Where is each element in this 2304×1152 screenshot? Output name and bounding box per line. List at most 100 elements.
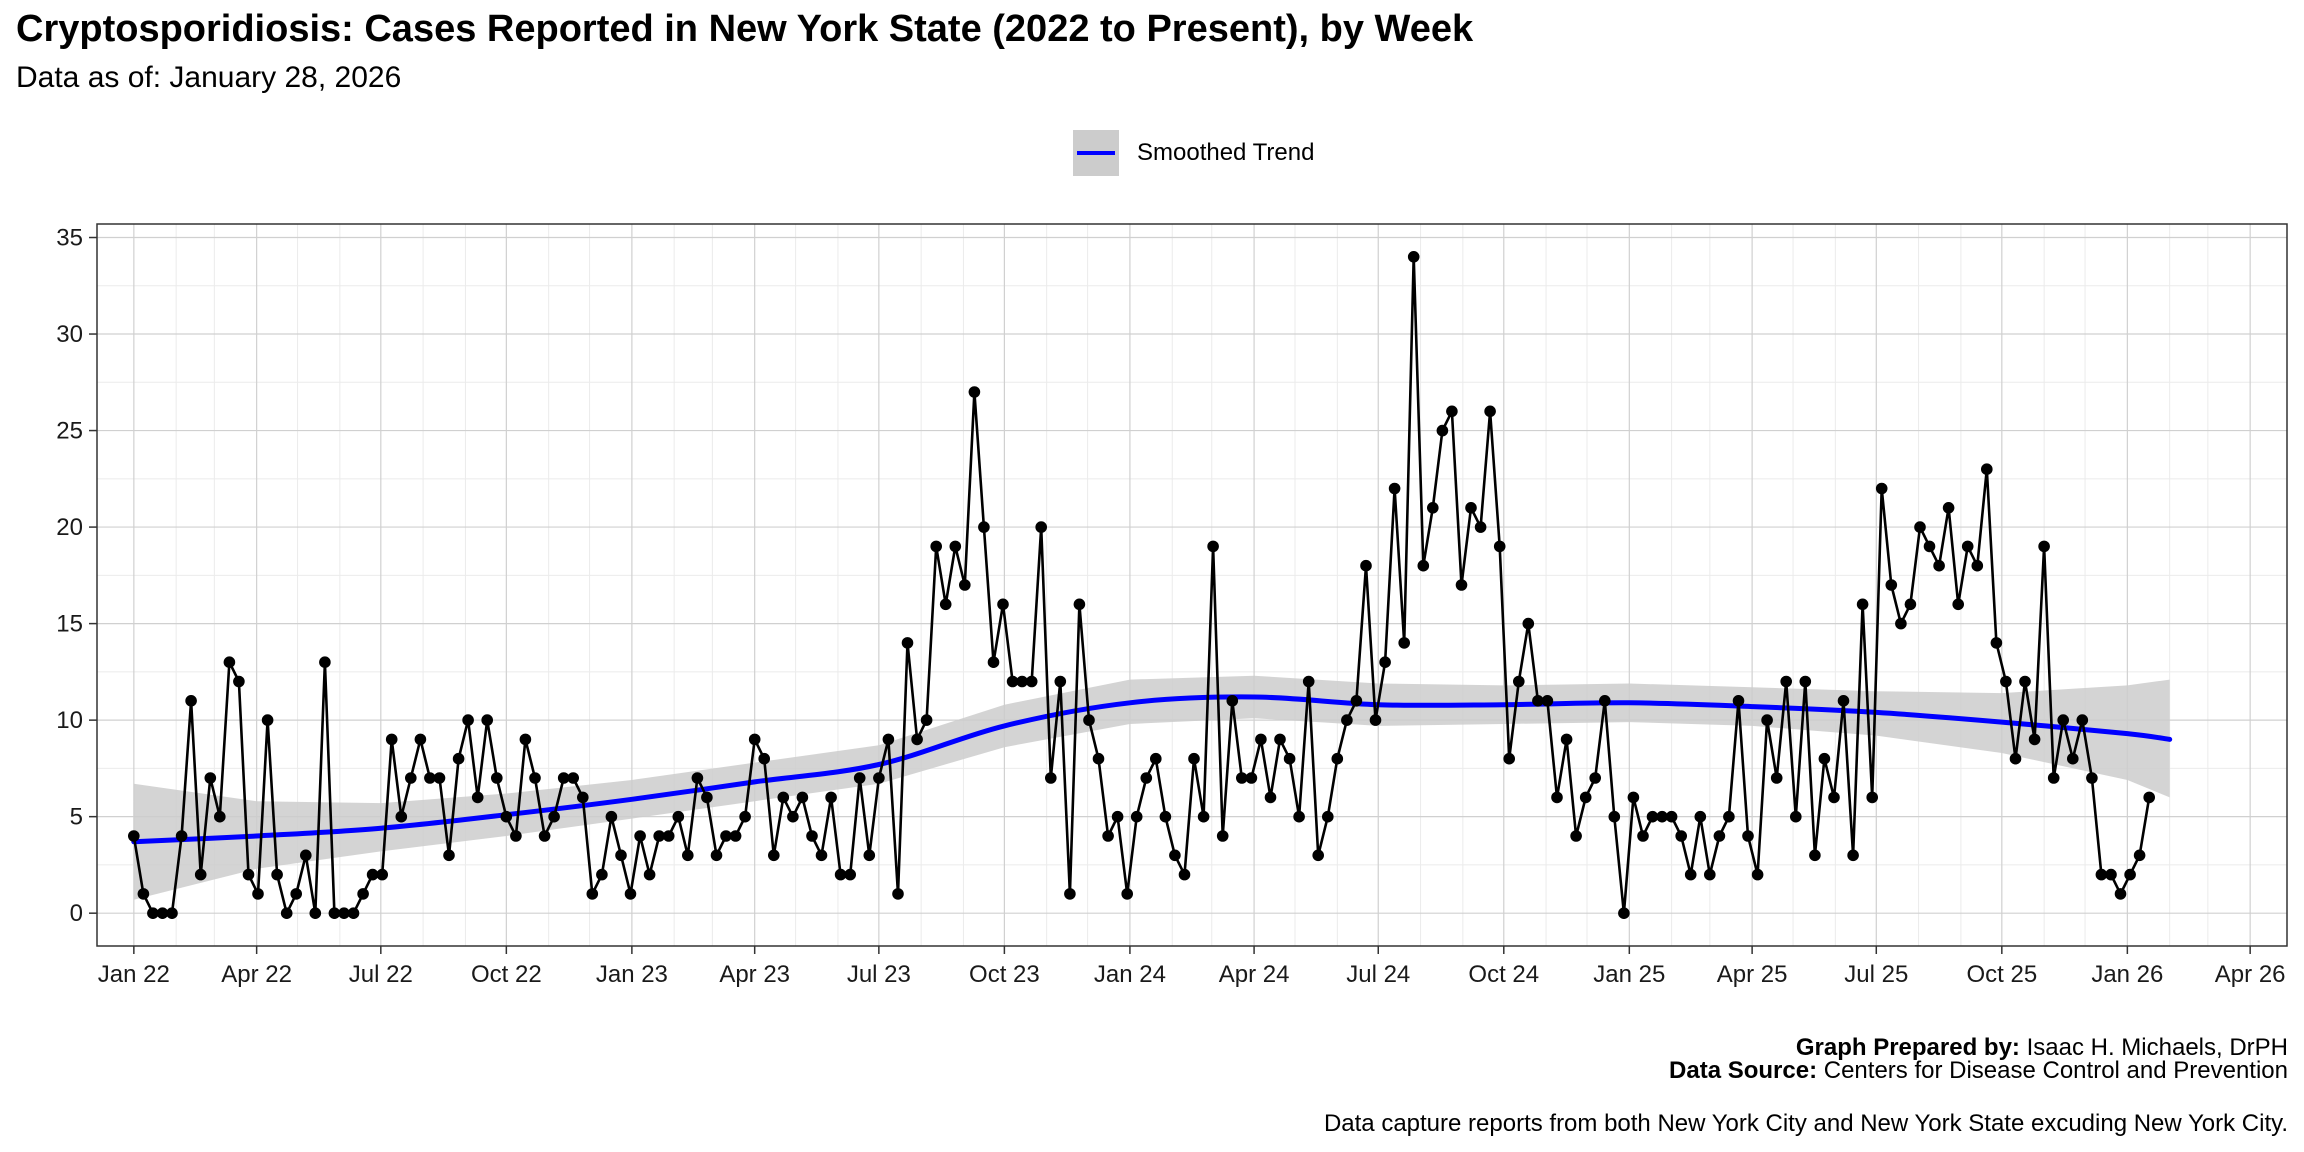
data-point — [194, 868, 207, 881]
data-point — [1130, 810, 1143, 823]
y-tick-label: 0 — [70, 900, 83, 927]
data-point — [1713, 830, 1726, 842]
data-point — [1904, 598, 1917, 611]
data-point — [1923, 540, 1936, 553]
data-point — [1083, 714, 1095, 726]
plot-border — [96, 223, 2288, 947]
data-point — [796, 791, 809, 804]
data-point — [1064, 888, 1076, 900]
data-point — [1541, 694, 1554, 707]
data-point — [1732, 694, 1745, 707]
data-point — [242, 868, 255, 881]
legend: Smoothed Trend — [1073, 130, 1314, 176]
data-point — [443, 849, 455, 862]
data-point — [2105, 868, 2117, 881]
data-point — [404, 772, 417, 784]
data-point — [681, 849, 694, 862]
data-point — [863, 849, 876, 862]
data-point — [309, 907, 322, 920]
data-point — [1388, 482, 1401, 495]
data-point — [1341, 714, 1353, 726]
data-point — [2067, 752, 2079, 765]
data-point — [701, 791, 713, 804]
data-point — [1608, 810, 1621, 823]
data-point — [1751, 868, 1764, 881]
x-tick-label: Jan 26 — [2091, 961, 2163, 988]
data-point — [2086, 772, 2098, 784]
data-point — [1790, 810, 1802, 823]
data-point — [576, 791, 589, 804]
data-point — [357, 888, 369, 900]
data-point — [1990, 637, 2003, 649]
data-point — [2047, 772, 2060, 784]
x-tick-label: Oct 22 — [471, 961, 542, 988]
data-point — [978, 521, 990, 533]
data-point — [815, 849, 828, 862]
data-point — [1159, 810, 1172, 823]
data-point — [624, 888, 637, 900]
data-point — [1895, 617, 1907, 630]
data-point — [1618, 907, 1630, 920]
data-point — [1312, 849, 1324, 862]
x-tick-label: Apr 22 — [221, 961, 292, 988]
x-tick-label: Jul 24 — [1346, 961, 1410, 988]
x-tick-label: Jul 23 — [847, 961, 911, 988]
data-point — [1866, 791, 1878, 804]
data-point — [1942, 501, 1955, 514]
data-point — [1799, 675, 1812, 688]
data-point — [2000, 675, 2012, 688]
data-point — [968, 386, 981, 398]
data-point — [1264, 791, 1277, 804]
data-point — [1770, 772, 1783, 784]
data-point — [1245, 772, 1258, 784]
data-point — [319, 656, 331, 669]
data-point — [1150, 752, 1162, 765]
data-point — [1742, 830, 1754, 842]
data-point — [376, 868, 389, 881]
data-point — [825, 791, 837, 804]
data-point — [615, 849, 627, 862]
data-point — [1331, 752, 1344, 765]
data-point — [204, 772, 217, 784]
data-point — [1293, 810, 1305, 823]
data-point — [1560, 733, 1573, 746]
data-point — [911, 733, 923, 746]
confidence-band — [133, 675, 2170, 900]
x-tick-label: Jul 22 — [349, 961, 413, 988]
x-tick-label: Apr 26 — [2215, 961, 2286, 988]
data-point — [1723, 810, 1735, 823]
chart-subtitle: Data as of: January 28, 2026 — [16, 61, 402, 94]
data-point — [1140, 772, 1153, 784]
data-point — [1847, 849, 1859, 862]
x-tick-label: Apr 25 — [1717, 961, 1788, 988]
data-point — [137, 888, 150, 900]
smoothed-trend-line — [131, 694, 2173, 845]
data-point — [1484, 405, 1496, 418]
x-tick-label: Oct 23 — [969, 961, 1040, 988]
legend-key-smoothed-trend — [1073, 130, 1119, 176]
data-point — [1207, 540, 1219, 553]
data-point — [1914, 521, 1926, 533]
data-point — [567, 772, 580, 784]
data-point — [481, 714, 494, 726]
data-point — [1780, 675, 1792, 688]
data-point — [767, 849, 780, 862]
data-point — [1188, 752, 1200, 765]
data-point — [1274, 733, 1286, 746]
data-point — [892, 888, 904, 900]
x-tick-label: Oct 25 — [1966, 961, 2037, 988]
data-point — [175, 830, 188, 842]
data-point — [185, 694, 197, 707]
data-point — [2143, 791, 2155, 804]
y-tick-label: 25 — [56, 418, 83, 445]
data-point — [1092, 752, 1105, 765]
data-point — [2057, 714, 2069, 726]
data-point — [1283, 752, 1296, 765]
data-point — [1102, 830, 1114, 842]
x-tick-label: Apr 23 — [719, 961, 790, 988]
data-point — [1551, 791, 1563, 804]
data-point — [662, 830, 675, 842]
data-point — [471, 791, 484, 804]
data-point — [2019, 675, 2031, 688]
